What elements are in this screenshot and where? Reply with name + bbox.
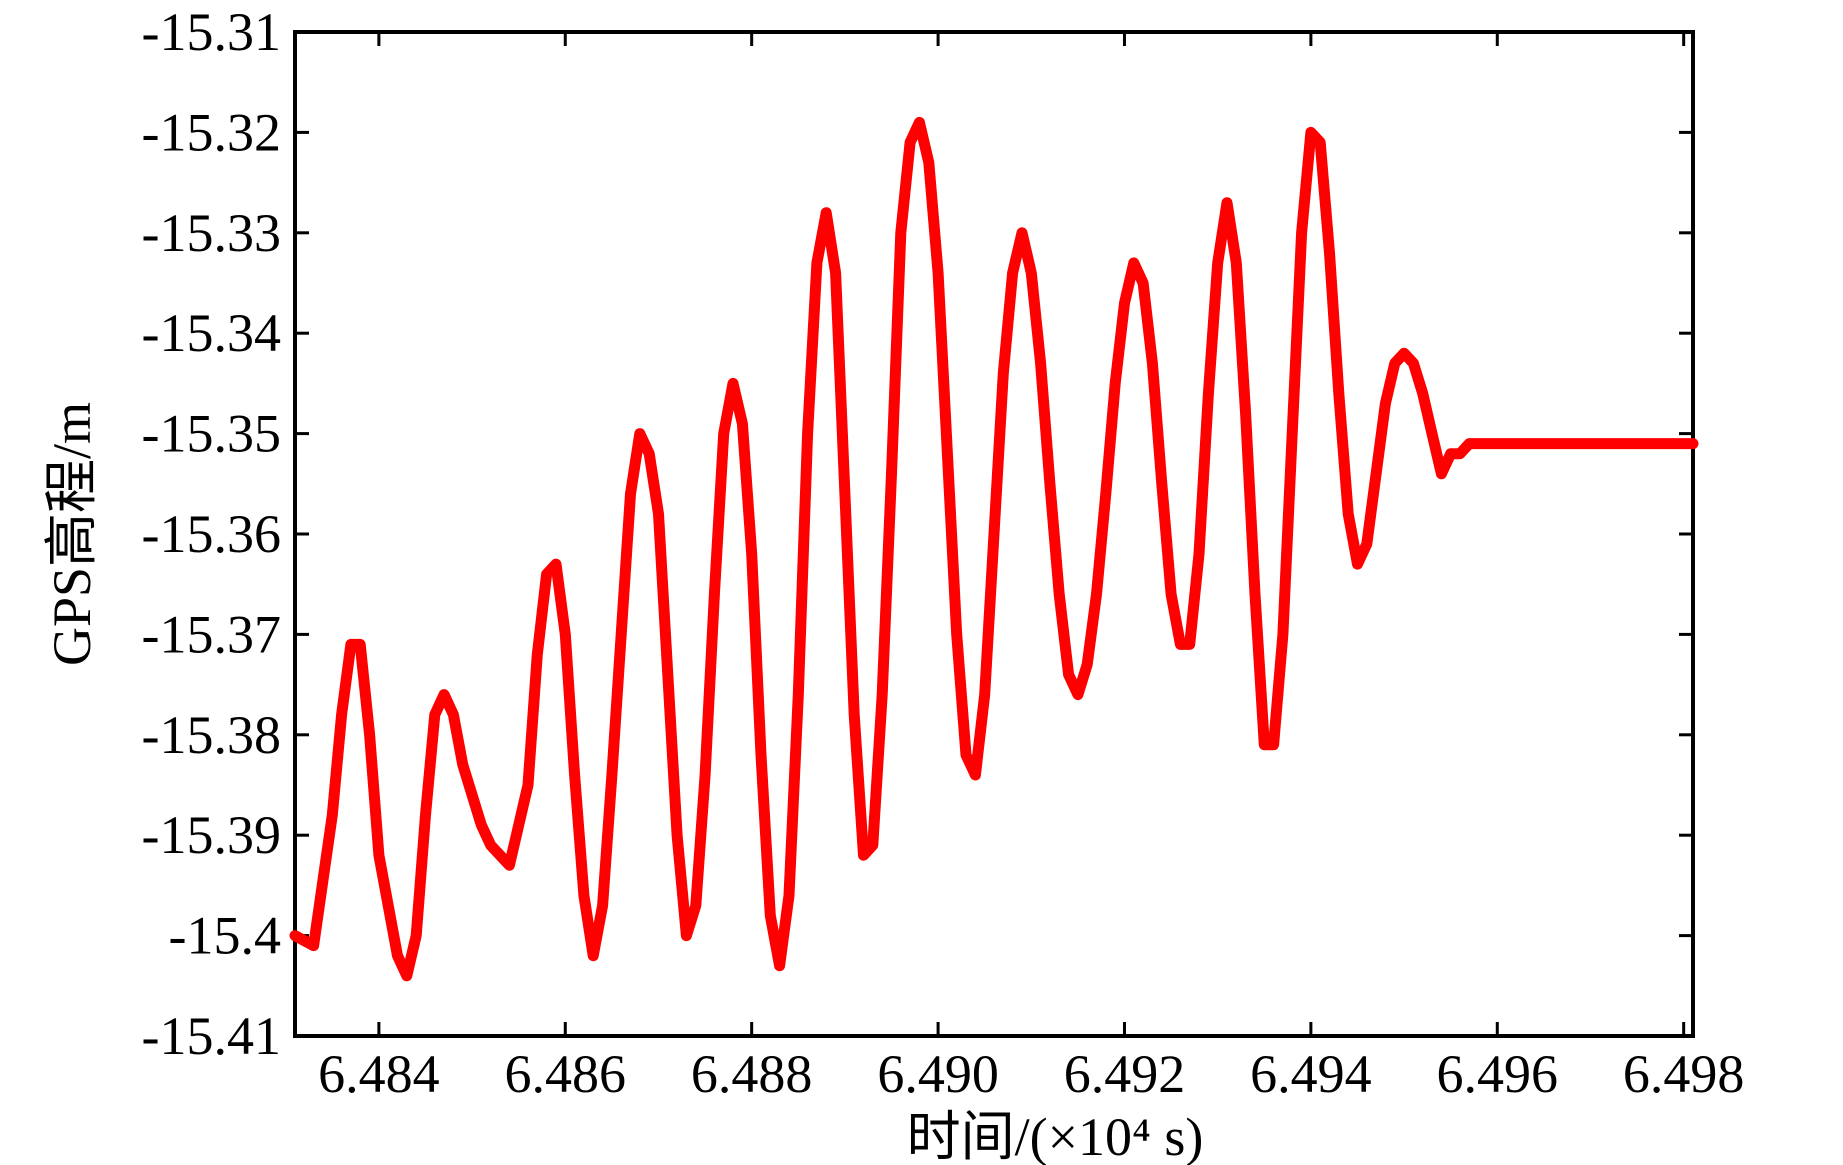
x-tick-label: 6.488 [691, 1044, 813, 1104]
x-tick-label: 6.484 [318, 1044, 440, 1104]
y-tick-label: -15.37 [142, 604, 281, 664]
x-tick-label: 6.494 [1250, 1044, 1372, 1104]
y-tick-label: -15.33 [142, 203, 281, 263]
x-axis-label: 时间/(×10⁴ s) [907, 1107, 1204, 1165]
x-tick-label: 6.492 [1064, 1044, 1186, 1104]
y-axis-label: GPS高程/m [42, 402, 102, 666]
y-tick-label: -15.36 [142, 504, 281, 564]
y-tick-label: -15.31 [142, 2, 281, 62]
series-line [289, 116, 1699, 982]
x-tick-label: 6.486 [505, 1044, 627, 1104]
y-tick-label: -15.38 [142, 705, 281, 765]
y-tick-label: -15.32 [142, 102, 281, 162]
y-tick-label: -15.4 [169, 906, 281, 966]
y-tick-label: -15.35 [142, 404, 281, 464]
x-axis-ticks: 6.484 6.486 6.488 6.490 6.492 6.494 6.496 6.498 [318, 32, 1744, 1104]
y-tick-label: -15.41 [142, 1006, 281, 1066]
x-tick-label: 6.490 [877, 1044, 999, 1104]
y-tick-label: -15.34 [142, 303, 281, 363]
y-tick-label: -15.39 [142, 805, 281, 865]
x-tick-label: 6.498 [1623, 1044, 1745, 1104]
y-axis-ticks: -15.31 -15.32 -15.33 -15.34 -15.35 -15.36 -15.… [142, 2, 1693, 1066]
x-tick-label: 6.496 [1437, 1044, 1559, 1104]
